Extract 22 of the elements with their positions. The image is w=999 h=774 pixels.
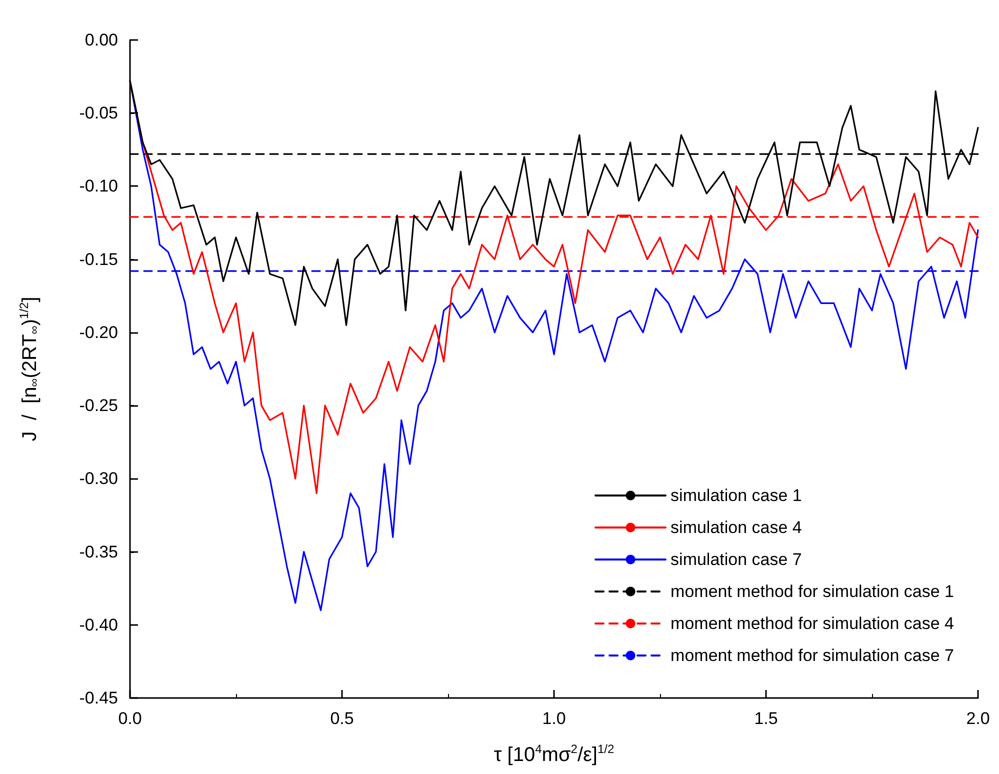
y-axis-title: J / [n∞(2RT∞)1/2] — [17, 296, 41, 442]
y-tick-label: -0.35 — [79, 542, 118, 562]
y-tick-label: -0.25 — [79, 396, 118, 416]
y-tick-label: -0.05 — [79, 104, 118, 123]
x-tick-label: 0.5 — [330, 709, 354, 728]
y-tick-label: -0.30 — [79, 469, 118, 488]
legend-label: simulation case 4 — [670, 518, 802, 537]
x-tick-label: 1.5 — [754, 709, 778, 728]
y-tick-label: -0.20 — [79, 322, 118, 342]
y-tick-label: -0.15 — [79, 250, 118, 269]
x-tick-label: 1.0 — [542, 709, 566, 728]
y-tick-label: 0.00 — [84, 30, 118, 50]
y-tick-label: -0.10 — [79, 176, 118, 196]
x-tick-label: 2.0 — [966, 709, 990, 728]
legend-label: moment method for simulation case 1 — [670, 582, 954, 601]
legend-label: moment method for simulation case 7 — [670, 646, 954, 665]
y-tick-label: -0.45 — [79, 688, 118, 708]
y-tick-label: -0.40 — [79, 615, 118, 634]
legend-label: simulation case 7 — [670, 550, 802, 569]
legend-label: simulation case 1 — [670, 486, 802, 505]
legend-label: moment method for simulation case 4 — [670, 614, 954, 633]
x-tick-label: 0.0 — [118, 709, 142, 728]
